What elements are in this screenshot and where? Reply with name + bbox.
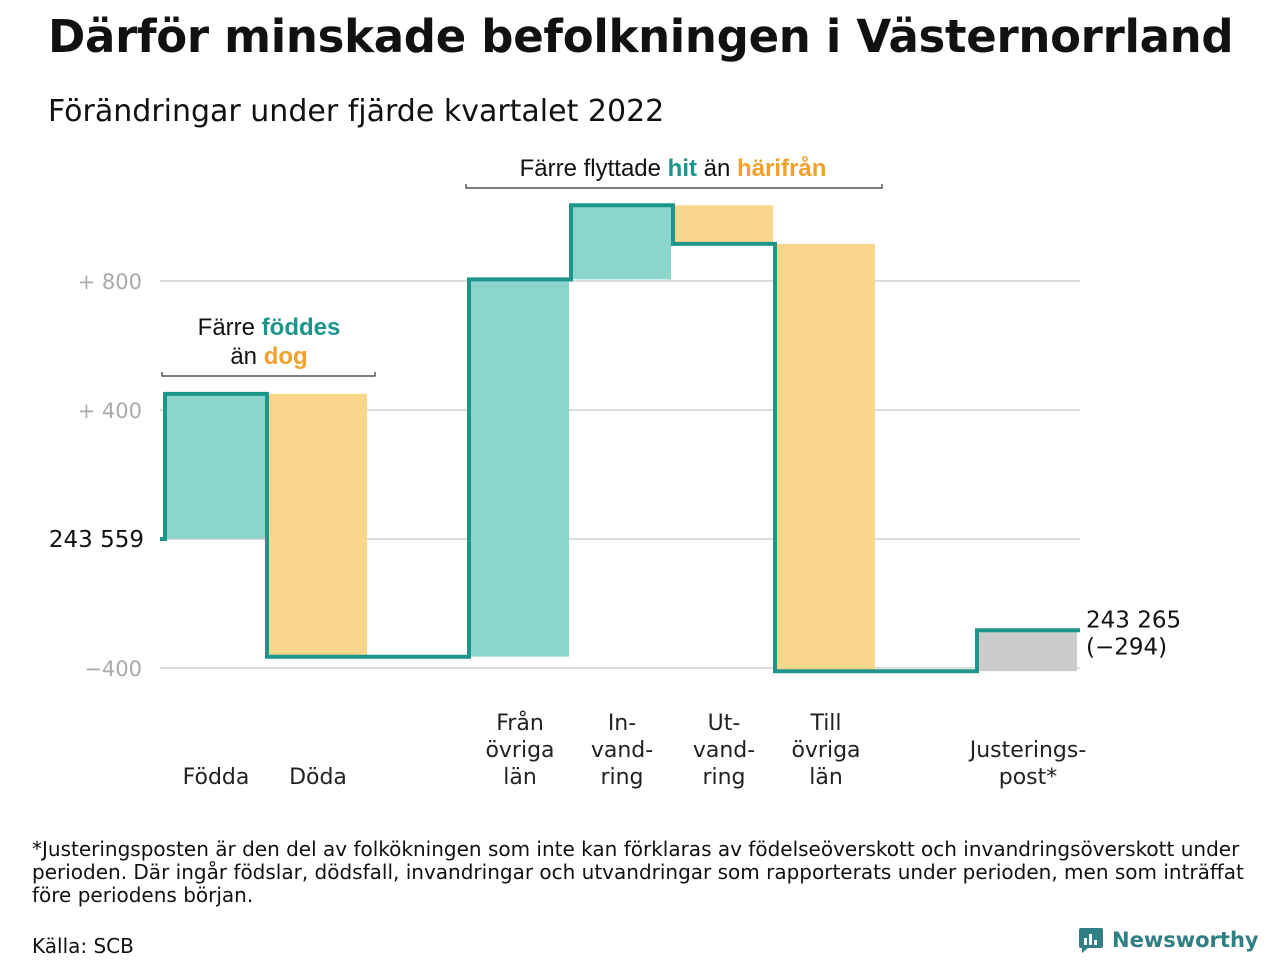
annotation-bracket-births xyxy=(161,372,376,377)
start-value-label: 243 559 xyxy=(49,527,144,553)
category-label: Till xyxy=(809,711,841,736)
bar-döda xyxy=(269,393,367,657)
annotation-part: Färre flyttade xyxy=(520,155,668,182)
bar-invandring xyxy=(573,205,671,280)
annotation-bracket-moves xyxy=(465,184,883,189)
bar-frånövrigalän xyxy=(471,279,569,657)
annotation-births: Färre föddes xyxy=(198,314,341,341)
annotation-part: än xyxy=(697,155,737,182)
chart-title: Därför minskade befolkningen i Västernor… xyxy=(48,10,1234,63)
y-tick-label: + 400 xyxy=(78,399,142,423)
category-label: vand- xyxy=(693,738,755,763)
annotation-part: hit xyxy=(668,155,697,182)
category-label: övriga xyxy=(485,738,554,763)
chart-subtitle: Förändringar under fjärde kvartalet 2022 xyxy=(48,94,665,129)
bar-födda xyxy=(167,393,265,539)
bar-justeringspost xyxy=(979,630,1077,672)
category-label: ring xyxy=(702,765,745,790)
category-label: Födda xyxy=(183,765,250,790)
category-label: ring xyxy=(600,765,643,790)
bar-tillövrigalän xyxy=(777,243,875,672)
annotation-part: dog xyxy=(264,343,308,370)
annotation-part: föddes xyxy=(262,314,341,341)
category-label: In- xyxy=(608,711,636,736)
footnote: *Justeringsposten är den del av folkökni… xyxy=(32,837,1244,907)
y-tick-label: −400 xyxy=(84,657,142,681)
bar-utvandring xyxy=(675,205,773,244)
brand-name: Newsworthy xyxy=(1112,928,1259,952)
source-label: Källa: SCB xyxy=(32,934,134,958)
category-label: vand- xyxy=(591,738,653,763)
category-label: Från xyxy=(496,710,544,736)
end-change-label: (−294) xyxy=(1086,634,1167,660)
newsworthy-logo-icon xyxy=(1079,928,1103,953)
brand: Newsworthy xyxy=(1078,926,1259,954)
annotation-moves: Färre flyttade hit än härifrån xyxy=(520,155,827,182)
category-label: län xyxy=(809,765,843,790)
annotation-part: än xyxy=(230,343,263,370)
category-label: post* xyxy=(999,765,1058,790)
y-tick-label: + 800 xyxy=(78,270,142,294)
annotation-births: än dog xyxy=(230,343,307,370)
annotation-part: Färre xyxy=(198,314,262,341)
annotation-part: härifrån xyxy=(737,155,826,182)
category-label: Döda xyxy=(289,765,347,790)
category-label: övriga xyxy=(791,738,860,763)
category-label: Justerings- xyxy=(968,738,1087,763)
running-total-line xyxy=(160,203,1080,674)
end-value-label: 243 265 xyxy=(1086,607,1181,633)
category-label: län xyxy=(503,765,537,790)
category-label: Ut- xyxy=(708,711,741,736)
